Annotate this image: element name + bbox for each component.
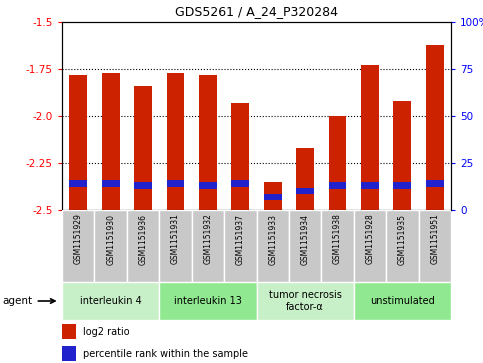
Text: GSM1151938: GSM1151938	[333, 213, 342, 265]
Bar	[62, 324, 76, 339]
Bar	[321, 210, 354, 282]
Bar	[62, 346, 76, 361]
Bar	[224, 210, 256, 282]
Bar	[62, 282, 159, 320]
Text: GSM1151951: GSM1151951	[430, 213, 440, 265]
Text: unstimulated: unstimulated	[370, 296, 435, 306]
Bar	[199, 182, 217, 189]
Bar	[231, 180, 249, 187]
Text: interleukin 13: interleukin 13	[174, 296, 242, 306]
Text: GSM1151931: GSM1151931	[171, 213, 180, 265]
Bar	[94, 210, 127, 282]
Text: GSM1151930: GSM1151930	[106, 213, 115, 265]
Bar	[361, 182, 379, 189]
Text: GDS5261 / A_24_P320284: GDS5261 / A_24_P320284	[175, 5, 338, 18]
Bar	[102, 180, 119, 187]
Bar	[296, 148, 314, 210]
Bar	[231, 103, 249, 210]
Bar	[354, 210, 386, 282]
Bar	[419, 210, 451, 282]
Bar	[394, 101, 412, 210]
Text: interleukin 4: interleukin 4	[80, 296, 142, 306]
Bar	[134, 86, 152, 210]
Text: agent: agent	[2, 296, 32, 306]
Bar	[102, 73, 119, 210]
Text: GSM1151932: GSM1151932	[203, 213, 213, 265]
Bar	[167, 73, 185, 210]
Bar	[386, 210, 419, 282]
Bar	[264, 193, 282, 200]
Bar	[296, 188, 314, 195]
Text: percentile rank within the sample: percentile rank within the sample	[84, 348, 248, 359]
Text: GSM1151936: GSM1151936	[139, 213, 147, 265]
Text: GSM1151929: GSM1151929	[74, 213, 83, 265]
Bar	[69, 180, 87, 187]
Text: GSM1151933: GSM1151933	[268, 213, 277, 265]
Bar	[394, 182, 412, 189]
Bar	[426, 180, 444, 187]
Bar	[167, 180, 185, 187]
Bar	[328, 182, 346, 189]
Text: GSM1151935: GSM1151935	[398, 213, 407, 265]
Bar	[192, 210, 224, 282]
Bar	[159, 210, 192, 282]
Bar	[328, 116, 346, 210]
Text: GSM1151937: GSM1151937	[236, 213, 245, 265]
Bar	[361, 65, 379, 210]
Bar	[264, 182, 282, 210]
Bar	[159, 282, 256, 320]
Bar	[127, 210, 159, 282]
Text: tumor necrosis
factor-α: tumor necrosis factor-α	[269, 290, 341, 312]
Text: GSM1151934: GSM1151934	[300, 213, 310, 265]
Bar	[256, 282, 354, 320]
Bar	[354, 282, 451, 320]
Bar	[426, 45, 444, 210]
Text: GSM1151928: GSM1151928	[366, 213, 374, 264]
Bar	[69, 75, 87, 210]
Bar	[62, 210, 94, 282]
Bar	[134, 182, 152, 189]
Bar	[289, 210, 321, 282]
Text: log2 ratio: log2 ratio	[84, 327, 130, 337]
Bar	[199, 75, 217, 210]
Bar	[256, 210, 289, 282]
